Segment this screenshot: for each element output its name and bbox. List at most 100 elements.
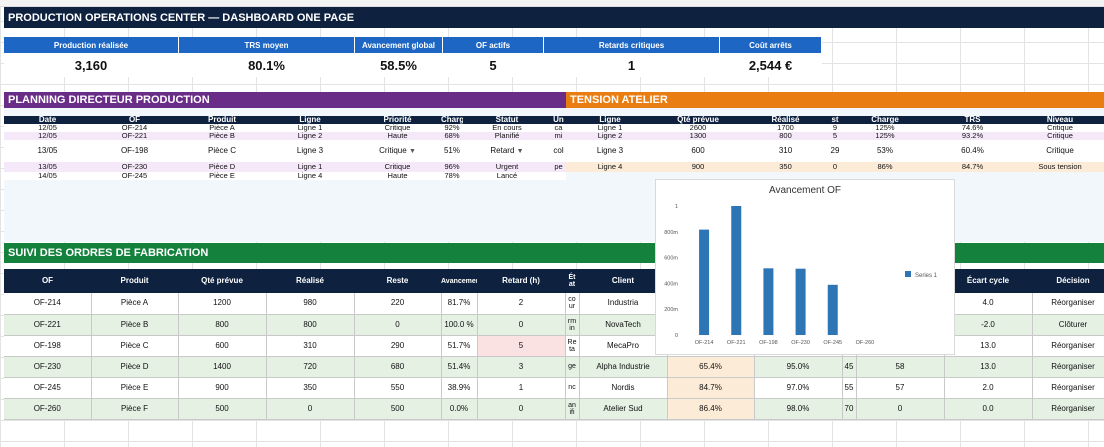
client-cell: Nordis [579,377,668,399]
table-row[interactable]: Ligne 2 1300 800 5 125% 93.2% Critique [566,132,1104,140]
st-cell: 29 [829,140,841,162]
statut-cell[interactable]: Lancé [463,172,551,180]
chevron-down-icon[interactable]: ▼ [408,148,416,155]
table-row[interactable]: OF-230 Pièce D 1400 720 680 51.4% 3 ge A… [4,356,1104,378]
table-row[interactable]: 13/05 OF-230 Pièce D Ligne 1 Critique 96… [4,162,566,172]
col-header: Charge [841,116,929,124]
x-tick-label: OF-260 [856,340,875,346]
statut-cell[interactable]: Urgent [463,162,551,172]
extra-cell: mi [551,132,566,140]
produit-cell: Pièce C [178,140,266,162]
col-header: Retard (h) [477,269,565,293]
value-cell: 45 [842,356,857,378]
table-row[interactable]: Ligne 4 900 350 0 86% 84.7% Sous tension [566,162,1104,172]
kpi-value: 80.1% [179,53,354,77]
value-cell: 95.0% [754,356,843,378]
col-header: Date [4,116,91,124]
y-tick-label: 200m [664,307,678,313]
kpi-label: Production réalisée [4,37,178,53]
statut-cell[interactable]: Planifié [463,132,551,140]
chart-bar[interactable] [699,229,710,335]
col-header: Reste [354,269,441,293]
priorite-cell[interactable]: Critique [354,124,441,132]
of-cell: OF-198 [91,140,178,162]
of-cell: OF-245 [91,172,178,180]
realise-cell: 350 [742,162,829,172]
x-tick-label: OF-221 [727,340,746,346]
priorite-cell[interactable]: Critique ▼ [354,140,441,162]
prevue-cell: 900 [654,162,742,172]
statut-value: Retard [490,146,515,155]
kpi-card[interactable]: Avancement global 58.5% [355,37,443,77]
decision-cell: Réorganiser [1032,398,1104,420]
chart-bar[interactable] [795,268,806,335]
decision-cell: Réorganiser [1032,335,1104,357]
table-row[interactable]: 12/05 OF-221 Pièce B Ligne 2 Haute 68% P… [4,132,566,140]
col-header: Qté prévue [654,116,742,124]
trs-cell: 84.7% [929,162,1016,172]
planning-table: Date OF Produit Ligne Priorité Charg Sta… [4,116,566,180]
prevue-cell: 600 [654,140,742,162]
date-cell: 13/05 [4,140,91,162]
priorite-cell[interactable]: Critique [354,162,441,172]
ecart-cell: 13.0 [944,356,1033,378]
ligne-cell: Ligne 1 [266,162,354,172]
reste-cell: 500 [354,398,442,420]
kpi-value: 58.5% [355,53,442,77]
prevue-cell: 1300 [654,132,742,140]
kpi-card[interactable]: TRS moyen 80.1% [179,37,355,77]
st-cell: 9 [829,124,841,132]
charge-cell: 86% [841,162,929,172]
avancement-chart[interactable]: Avancement OF 0 200m 400m 600m 800m 1 OF-214 O… [655,179,955,355]
table-row[interactable]: 13/05 OF-198 Pièce C Ligne 3 Critique ▼ … [4,140,566,162]
ligne-cell: Ligne 1 [266,124,354,132]
table-row[interactable]: 14/05 OF-245 Pièce E Ligne 4 Haute 78% L… [4,172,566,180]
table-row[interactable]: OF-260 Pièce F 500 0 500 0.0% 0 an ifi A… [4,398,1104,420]
kpi-value: 3,160 [4,53,178,77]
col-header: TRS [929,116,1016,124]
decision-cell: Réorganiser [1032,356,1104,378]
col-header: Client [579,269,667,293]
client-cell: Alpha Industrie [579,356,668,378]
retard-cell: 1 [477,377,566,399]
kpi-card[interactable]: OF actifs 5 [443,37,544,77]
chart-bar[interactable] [763,268,774,335]
prevue-cell: 2600 [654,124,742,132]
reste-cell: 220 [354,293,442,315]
produit-cell: Pièce A [178,124,266,132]
ecart-cell: 0.0 [944,398,1033,420]
chart-bar[interactable] [731,206,742,335]
trs-cell: 93.2% [929,132,1016,140]
chart-bar[interactable] [827,284,838,335]
charge-cell: 53% [841,140,929,162]
table-row[interactable]: Ligne 1 2600 1700 9 125% 74.6% Critique [566,124,1104,132]
charge-cell: 68% [441,132,463,140]
kpi-card[interactable]: Coût arrêts 2,544 € [720,37,822,77]
legend-swatch [905,271,911,277]
col-header: Ligne [566,116,654,124]
priorite-cell[interactable]: Haute [354,132,441,140]
statut-cell[interactable]: Retard ▼ [463,140,551,162]
kpi-card[interactable]: Production réalisée 3,160 [4,37,179,77]
value-cell: 0 [856,398,945,420]
value-cell: 86.4% [667,398,755,420]
x-tick-label: OF-198 [759,340,778,346]
ligne-cell: Ligne 2 [266,132,354,140]
date-cell: 12/05 [4,132,91,140]
client-cell: Atelier Sud [579,398,668,420]
table-row[interactable]: OF-245 Pièce E 900 350 550 38.9% 1 nc No… [4,377,1104,399]
table-row[interactable]: Ligne 3 600 310 29 53% 60.4% Critique [566,140,1104,162]
priorite-cell[interactable]: Haute [354,172,441,180]
kpi-card[interactable]: Retards critiques 1 [544,37,720,77]
avancement-cell: 51.4% [441,356,478,378]
charge-cell: 78% [441,172,463,180]
reste-cell: 680 [354,356,442,378]
col-header: Qté prévue [178,269,266,293]
statut-cell[interactable]: En cours [463,124,551,132]
table-row[interactable]: 12/05 OF-214 Pièce A Ligne 1 Critique 92… [4,124,566,132]
of-cell: OF-260 [4,398,92,420]
prevue-cell: 1200 [178,293,267,315]
charge-cell: 125% [841,132,929,140]
chevron-down-icon[interactable]: ▼ [516,148,524,155]
realise-cell: 350 [266,377,355,399]
